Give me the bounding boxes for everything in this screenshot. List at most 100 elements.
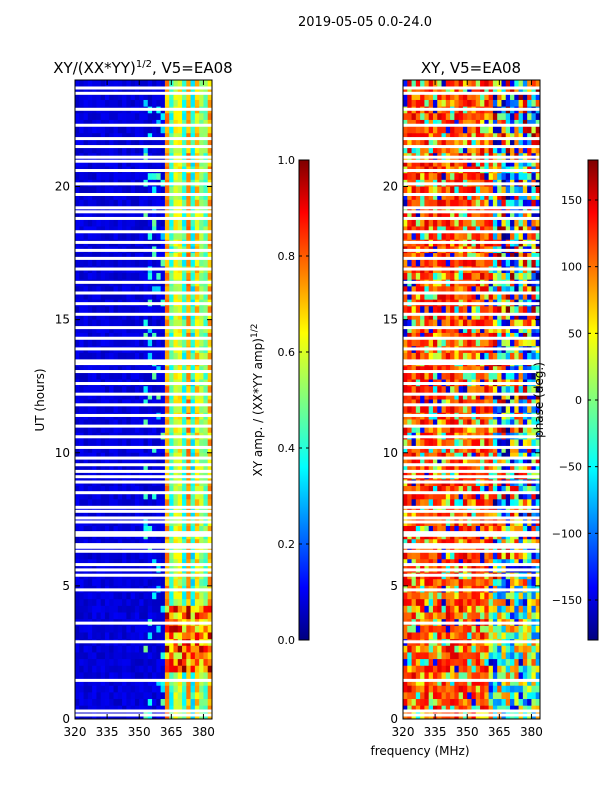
heatmap-cell — [83, 139, 89, 148]
heatmap-cell — [182, 366, 187, 374]
heatmap-cell — [92, 645, 97, 653]
heatmap-cell — [92, 326, 97, 334]
heatmap-cell — [96, 126, 102, 134]
heatmap-cell — [480, 426, 485, 434]
heatmap-cell — [484, 219, 490, 227]
heatmap-cell — [143, 632, 149, 640]
heatmap-cell — [75, 199, 80, 207]
heatmap-cell — [467, 93, 472, 101]
heatmap-cell — [186, 545, 192, 554]
heatmap-cell — [117, 113, 123, 121]
heatmap-cell — [467, 86, 472, 94]
heatmap-cell — [100, 506, 106, 514]
heatmap-cell — [203, 193, 209, 201]
heatmap-cell — [156, 113, 162, 121]
heatmap-cell — [190, 685, 196, 693]
heatmap-cell — [117, 312, 123, 321]
heatmap-cell — [194, 133, 200, 141]
heatmap-cell — [437, 93, 443, 101]
heatmap-cell — [420, 259, 425, 267]
heatmap-cell — [475, 459, 481, 467]
heatmap-cell — [203, 286, 209, 294]
heatmap-cell — [194, 253, 200, 261]
heatmap-cell — [527, 452, 532, 460]
heatmap-cell — [415, 293, 421, 301]
heatmap-cell — [83, 625, 89, 633]
heatmap-cell — [177, 499, 183, 507]
heatmap-cell — [104, 545, 110, 554]
heatmap-cell — [484, 372, 490, 381]
heatmap-cell — [411, 406, 417, 414]
heatmap-cell — [147, 506, 153, 514]
heatmap-cell — [139, 406, 144, 414]
heatmap-cell — [173, 512, 179, 520]
heatmap-cell — [415, 326, 421, 334]
heatmap-cell — [113, 332, 119, 341]
heatmap-cell — [505, 459, 511, 467]
heatmap-cell — [92, 705, 97, 713]
heatmap-cell — [441, 253, 447, 261]
heatmap-cell — [139, 705, 144, 713]
heatmap-cell — [156, 219, 162, 227]
heatmap-cell — [109, 406, 115, 414]
heatmap-cell — [177, 466, 183, 474]
heatmap-cell — [488, 139, 494, 148]
heatmap-cell — [428, 219, 434, 227]
heatmap-cell — [104, 386, 110, 394]
heatmap-cell — [75, 525, 80, 534]
heatmap-cell — [437, 452, 443, 460]
heatmap-cell — [164, 253, 170, 261]
heatmap-cell — [122, 699, 127, 707]
heatmap-cell — [407, 419, 413, 427]
heatmap-cell — [527, 399, 532, 407]
heatmap-cell — [186, 579, 192, 587]
heatmap-cell — [203, 599, 209, 607]
heatmap-cell — [497, 233, 502, 241]
heatmap-cell — [458, 206, 464, 214]
heatmap-cell — [104, 253, 110, 261]
heatmap-cell — [173, 392, 179, 400]
heatmap-cell — [194, 559, 200, 567]
heatmap-cell — [134, 552, 140, 560]
heatmap-cell — [126, 525, 132, 534]
heatmap-cell — [143, 186, 149, 194]
heatmap-cell — [173, 199, 179, 207]
heatmap-cell — [152, 439, 157, 447]
heatmap-cell — [403, 466, 408, 474]
heatmap-cell — [432, 312, 438, 321]
heatmap-cell — [415, 392, 421, 400]
heatmap-cell — [79, 419, 85, 427]
heatmap-cell — [126, 253, 132, 261]
heatmap-cell — [420, 459, 425, 467]
heatmap-cell — [113, 645, 119, 653]
heatmap-cell — [104, 605, 110, 613]
heatmap-cell — [186, 645, 192, 653]
heatmap-cell — [505, 259, 511, 267]
heatmap-cell — [164, 632, 170, 640]
heatmap-cell — [531, 406, 537, 414]
heatmap-cell — [428, 319, 434, 327]
heatmap-cell — [475, 426, 481, 434]
heatmap-cell — [488, 233, 494, 241]
heatmap-cell — [83, 705, 89, 713]
heatmap-cell — [432, 466, 438, 474]
heatmap-cell — [83, 672, 89, 680]
heatmap-cell — [169, 446, 174, 454]
heatmap-cell — [475, 399, 481, 407]
heatmap-cell — [501, 113, 507, 121]
heatmap-cell — [203, 439, 209, 447]
heatmap-cell — [207, 259, 213, 267]
heatmap-cell — [497, 173, 502, 181]
heatmap-cell — [531, 339, 537, 347]
heatmap-cell — [75, 259, 80, 267]
heatmap-cell — [177, 293, 183, 301]
heatmap-cell — [514, 233, 520, 241]
heatmap-cell — [199, 332, 204, 341]
heatmap-cell — [484, 259, 490, 267]
heatmap-cell — [156, 199, 162, 207]
heatmap-cell — [186, 206, 192, 214]
heatmap-cell — [152, 173, 157, 181]
heatmap-cell — [182, 512, 187, 520]
heatmap-cell — [87, 672, 93, 680]
heatmap-cell — [458, 219, 464, 227]
